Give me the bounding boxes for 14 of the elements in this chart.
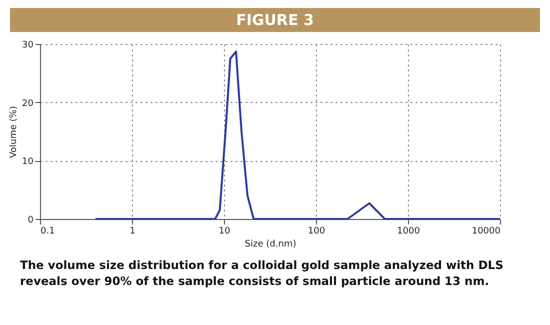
x-tick-label: 10000	[472, 226, 501, 236]
x-tick-label: 0.1	[40, 226, 55, 236]
y-tick-label: 0	[28, 216, 34, 226]
chart-title: FIGURE 3	[236, 11, 314, 29]
x-tick-label: 1	[130, 226, 136, 236]
y-axis-title: Volume (%)	[9, 106, 20, 158]
x-axis-title: Size (d.nm)	[244, 240, 296, 250]
y-tick-label: 30	[22, 40, 34, 50]
text: The volume size distribution for a colloidal gold sample analyzed with DLS reveals over 90% of the sample consists of small particle around 13 nm.	[20, 258, 504, 288]
x-tick-label: 1000	[397, 226, 420, 236]
x-tick-label: 10	[218, 226, 230, 236]
y-tick-label: 20	[22, 98, 34, 109]
y-tick-label: 10	[22, 157, 34, 168]
x-tick-label: 100	[308, 226, 326, 236]
